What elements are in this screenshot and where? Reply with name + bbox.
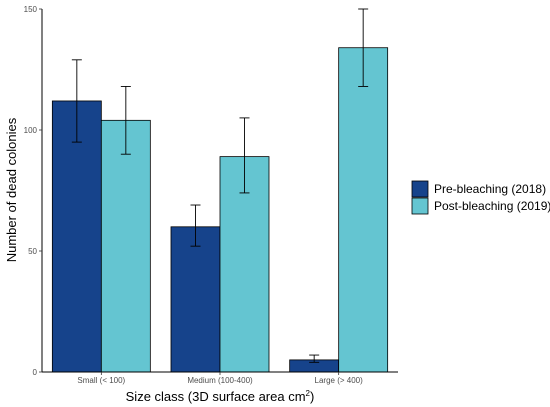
error-bar	[358, 8, 369, 87]
legend: Pre-bleaching (2018) Post-bleaching (2019…	[411, 180, 550, 215]
y-axis-title: Number of dead colonies	[4, 117, 19, 262]
error-bars-layer	[71, 8, 369, 363]
error-bar	[120, 85, 131, 155]
error-bar	[71, 59, 82, 143]
bars-layer	[51, 47, 389, 373]
error-bar	[190, 204, 201, 247]
bar-pre-0	[51, 100, 102, 373]
x-axis-title-main: Size class (3D surface area cm	[126, 389, 306, 404]
legend-label: Pre-bleaching (2018)	[434, 182, 546, 196]
legend-label: Post-bleaching (2019)	[434, 199, 550, 213]
y-tick-label: 50	[28, 247, 37, 256]
x-axis-title: Size class (3D surface area cm2)	[126, 389, 315, 404]
x-axis-title-suffix: )	[310, 389, 314, 404]
y-tick-label: 100	[24, 126, 38, 135]
y-tick-label: 150	[24, 5, 38, 14]
error-bar	[309, 354, 320, 363]
x-tick-label: Large (> 400)	[315, 376, 364, 385]
legend-swatch	[411, 180, 429, 198]
error-bar	[239, 117, 250, 194]
x-axis-title-superscript: 2	[306, 389, 311, 398]
x-tick-label: Medium (100-400)	[187, 376, 253, 385]
y-axis-ticks: 0 50 100 150	[24, 5, 42, 377]
bar-post-0	[100, 119, 151, 373]
bar-post-2	[338, 47, 389, 373]
y-tick-label: 0	[33, 368, 38, 377]
x-tick-label: Small (< 100)	[77, 376, 125, 385]
x-axis-ticks: Small (< 100) Medium (100-400) Large (> 40…	[77, 372, 363, 385]
bar-pre-1	[170, 226, 221, 373]
legend-swatch	[411, 197, 429, 215]
